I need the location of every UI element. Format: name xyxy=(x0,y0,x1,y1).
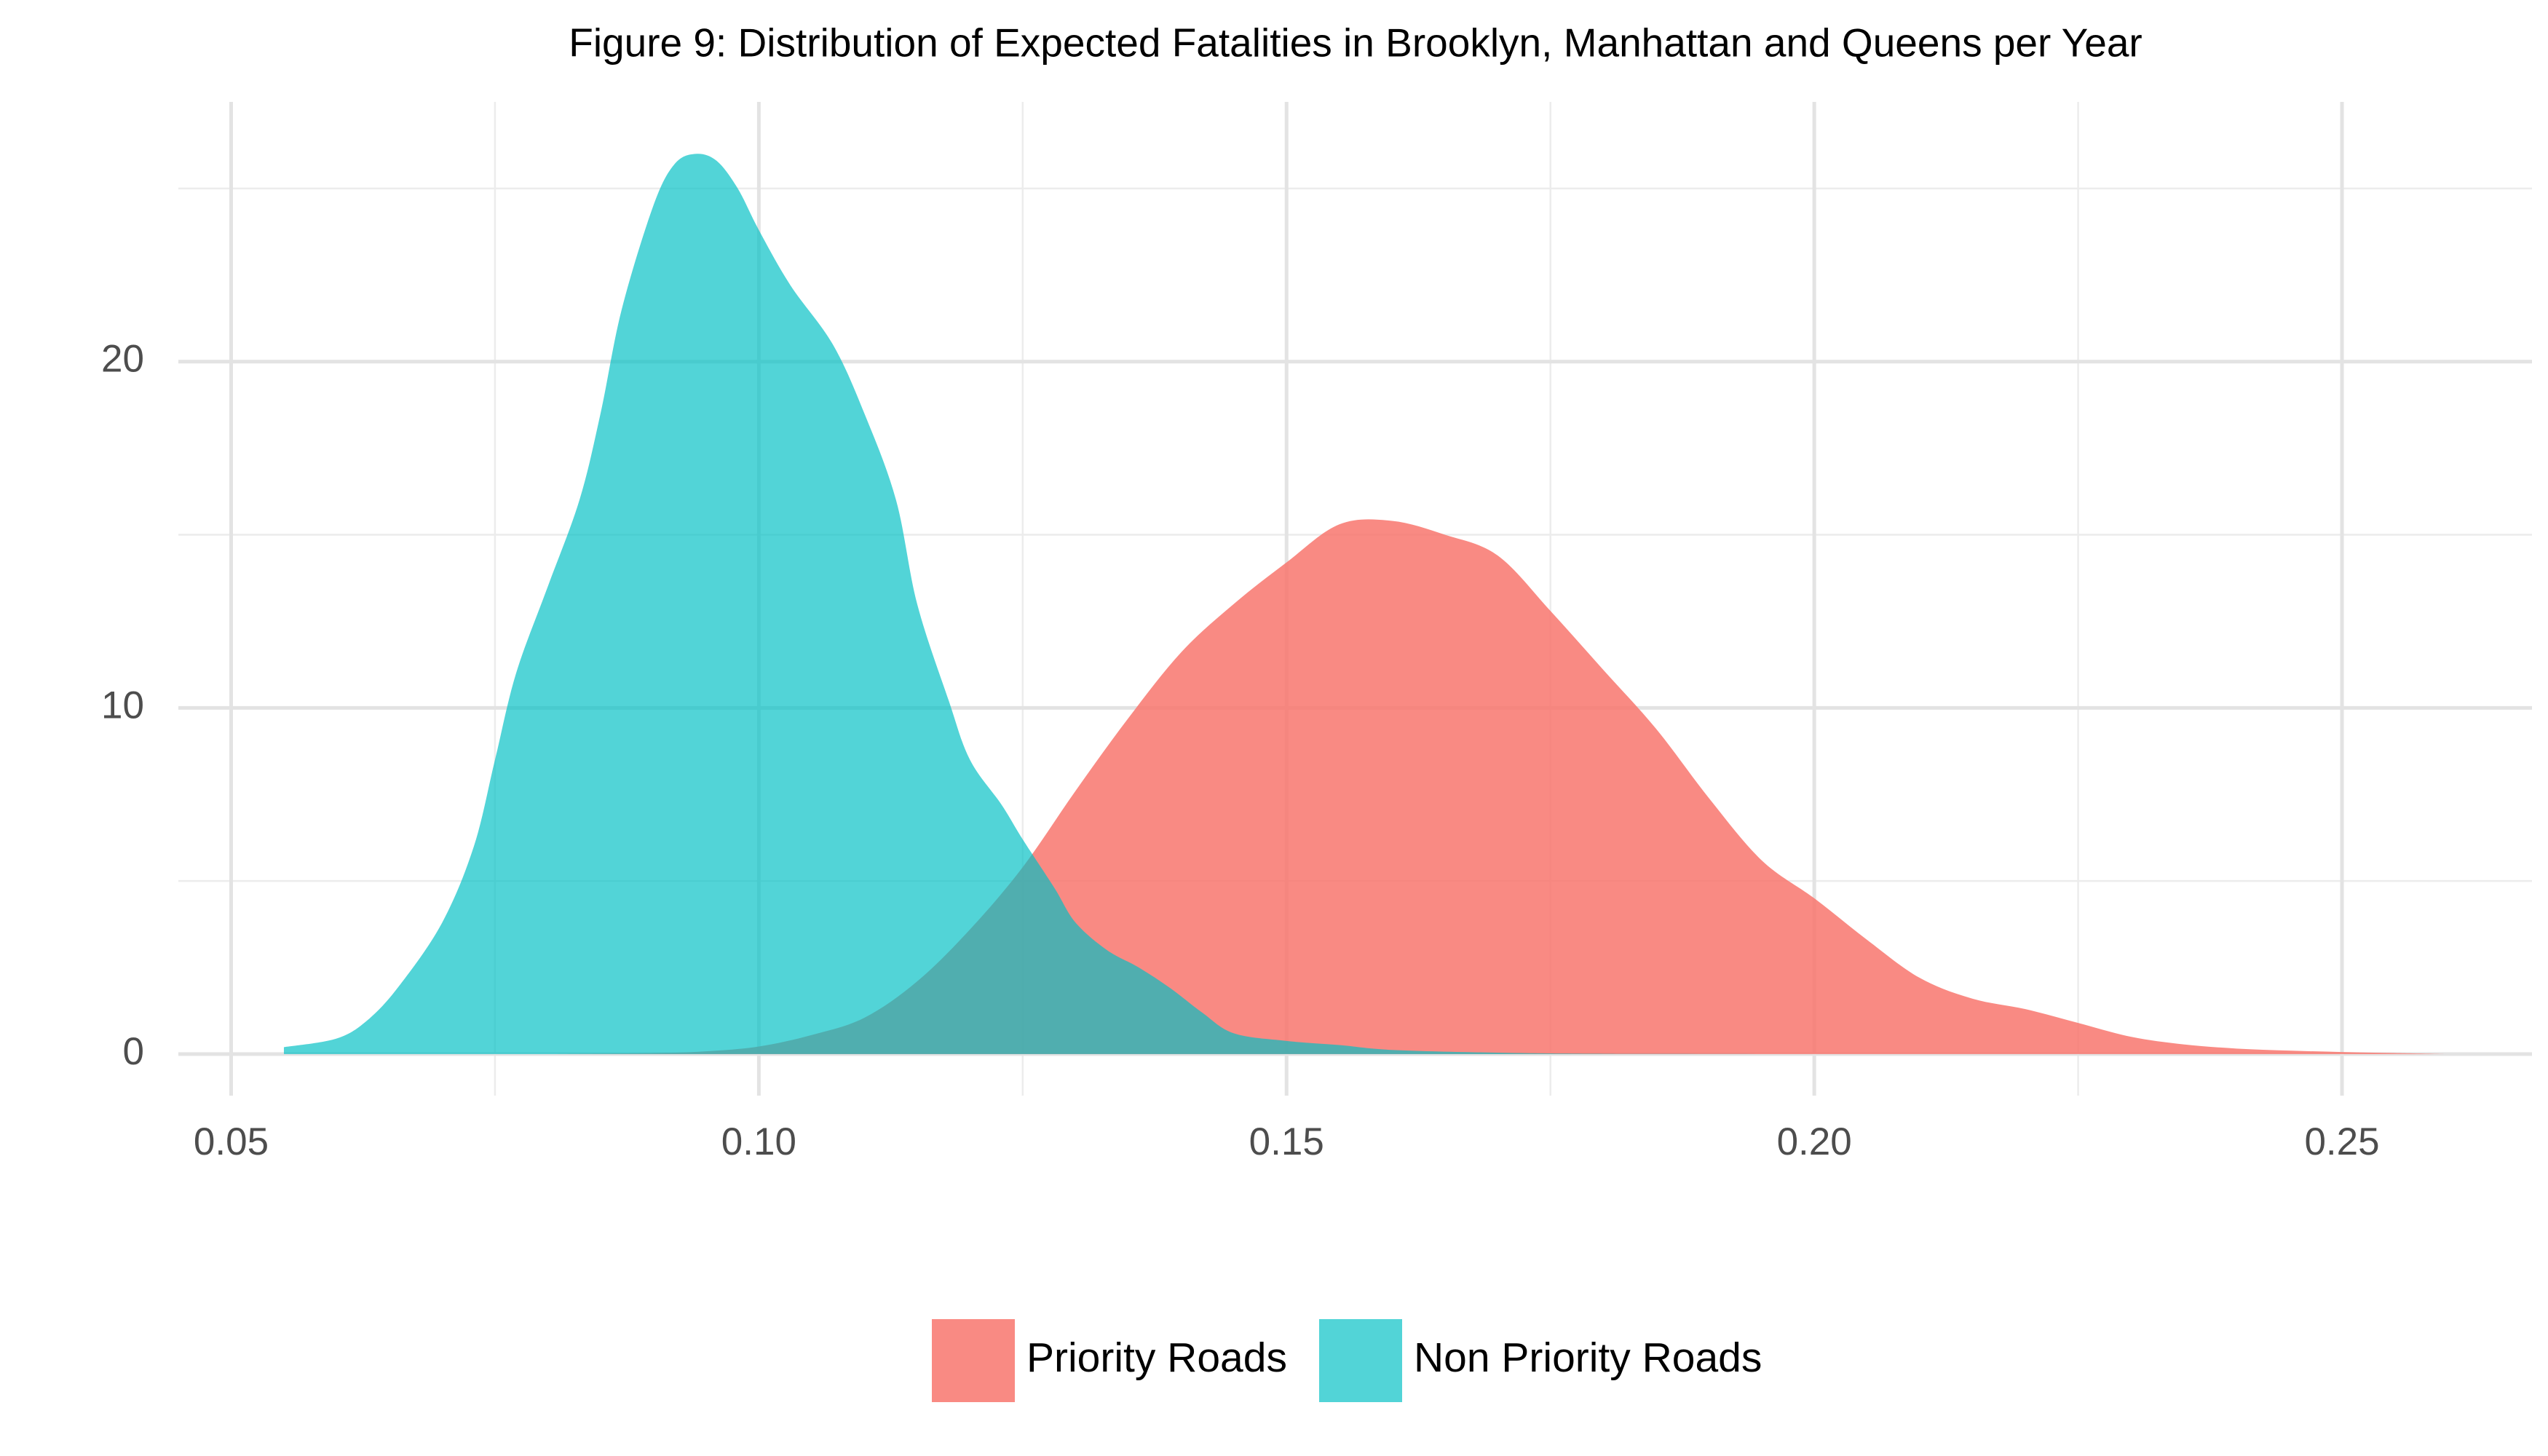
chart-title: Figure 9: Distribution of Expected Fatal… xyxy=(569,20,2143,66)
legend-label-priority-roads: Priority Roads xyxy=(1026,1334,1287,1381)
x-tick-label: 0.20 xyxy=(1777,1120,1852,1163)
density-area-non-priority-roads xyxy=(283,154,1815,1054)
y-tick-label: 20 xyxy=(101,338,144,381)
x-tick-label: 0.25 xyxy=(2304,1120,2379,1163)
legend-swatch-priority-roads xyxy=(932,1319,1015,1402)
x-tick-label: 0.05 xyxy=(194,1120,269,1163)
axis-labels: 0.05 0.10 0.15 0.20 0.25 0 10 20 xyxy=(101,338,2380,1163)
legend: Priority Roads Non Priority Roads xyxy=(932,1319,1762,1402)
legend-label-non-priority-roads: Non Priority Roads xyxy=(1414,1334,1762,1381)
x-tick-label: 0.10 xyxy=(721,1120,796,1163)
y-tick-label: 0 xyxy=(123,1030,144,1073)
y-tick-label: 10 xyxy=(101,684,144,727)
series-layer xyxy=(283,154,2448,1054)
legend-swatch-non-priority-roads xyxy=(1319,1319,1402,1402)
x-tick-label: 0.15 xyxy=(1249,1120,1324,1163)
